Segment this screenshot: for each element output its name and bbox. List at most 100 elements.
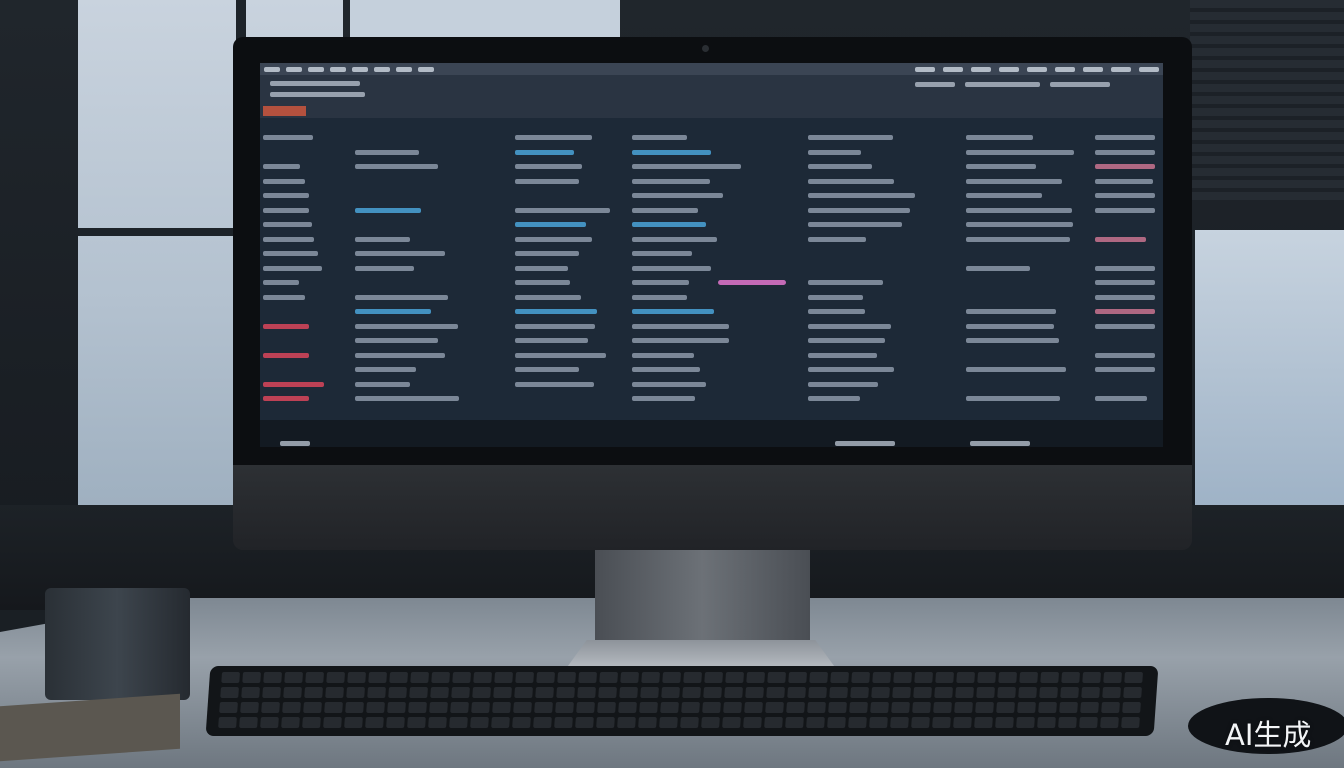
keyboard-key bbox=[219, 702, 238, 713]
screen-text-line bbox=[355, 338, 439, 343]
screen-text-line bbox=[808, 367, 894, 372]
keyboard-key bbox=[725, 672, 745, 683]
keyboard-key bbox=[554, 717, 573, 728]
screen-text-line bbox=[632, 338, 729, 343]
screen-text-line bbox=[808, 135, 894, 140]
keyboard-key bbox=[220, 687, 239, 698]
keyboard-key bbox=[577, 687, 596, 698]
keyboard-key bbox=[368, 672, 388, 683]
keyboard-key bbox=[535, 687, 554, 698]
keyboard-key bbox=[513, 702, 532, 713]
screen-text-line bbox=[966, 222, 1074, 227]
window-right bbox=[1195, 230, 1344, 510]
keyboard-key bbox=[599, 672, 619, 683]
screen-text-line bbox=[263, 381, 325, 387]
monitor-stand bbox=[595, 550, 810, 645]
keyboard-key bbox=[618, 702, 637, 713]
keyboard-key bbox=[848, 717, 867, 728]
keyboard-key bbox=[366, 702, 385, 713]
keyboard-key bbox=[851, 672, 871, 683]
screen-text-line bbox=[632, 236, 718, 242]
keyboard-key bbox=[597, 702, 616, 713]
keyboard-key bbox=[913, 687, 932, 698]
keyboard-key bbox=[1019, 672, 1039, 683]
keyboard-key bbox=[933, 702, 952, 713]
screen-text-line bbox=[632, 149, 712, 155]
window-blinds bbox=[1190, 0, 1344, 200]
screen-menu-item bbox=[1055, 67, 1075, 72]
screen-menu-item bbox=[971, 67, 991, 72]
keyboard-key bbox=[998, 672, 1018, 683]
keyboard-key bbox=[282, 702, 301, 713]
keyboard-key bbox=[240, 702, 259, 713]
screen-menu-item bbox=[915, 67, 935, 72]
keyboard-key bbox=[408, 702, 427, 713]
keyboard-key bbox=[493, 687, 512, 698]
keyboard-key bbox=[260, 717, 279, 728]
keyboard-key bbox=[974, 717, 993, 728]
screen-text-line bbox=[263, 222, 313, 227]
keyboard-key bbox=[828, 702, 847, 713]
screen-text-line bbox=[355, 251, 445, 256]
screen-text-line bbox=[280, 441, 310, 446]
keyboard-key bbox=[491, 717, 510, 728]
keyboard-key bbox=[386, 717, 405, 728]
keyboard-key bbox=[1017, 702, 1036, 713]
screen-menu-item bbox=[1111, 67, 1131, 72]
keyboard-key bbox=[996, 702, 1015, 713]
screen-badge bbox=[263, 106, 306, 116]
screen-text-line bbox=[1095, 193, 1155, 198]
keyboard-key bbox=[1061, 672, 1081, 683]
keyboard-key bbox=[326, 672, 346, 683]
window-upper bbox=[350, 0, 620, 40]
keyboard-key bbox=[388, 687, 407, 698]
keyboard-key bbox=[871, 687, 890, 698]
screen-menu-item bbox=[330, 67, 346, 72]
keyboard-key bbox=[221, 672, 241, 683]
keyboard-key bbox=[892, 687, 911, 698]
keyboard-key bbox=[515, 672, 535, 683]
keyboard-key bbox=[303, 702, 322, 713]
keyboard-key bbox=[1037, 717, 1056, 728]
keyboard-key bbox=[683, 672, 703, 683]
keyboard-key bbox=[365, 717, 384, 728]
screen-menu-item bbox=[1083, 67, 1103, 72]
keyboard-key bbox=[1079, 717, 1098, 728]
keyboard-key bbox=[767, 672, 787, 683]
screen-text-line bbox=[1095, 294, 1155, 300]
screen-text-line bbox=[263, 135, 313, 140]
keyboard-key bbox=[870, 702, 889, 713]
keyboard-key bbox=[431, 672, 451, 683]
screen-text-line bbox=[966, 323, 1055, 329]
screen-text-line bbox=[355, 352, 445, 358]
screen-text-line bbox=[808, 352, 877, 358]
keyboard-key bbox=[704, 672, 724, 683]
keyboard-key bbox=[788, 672, 808, 683]
monitor-screen bbox=[260, 63, 1163, 447]
keyboard-key bbox=[869, 717, 888, 728]
screen-text-line bbox=[355, 309, 432, 314]
keyboard-key bbox=[284, 672, 304, 683]
screen-text-line bbox=[355, 236, 411, 242]
screen-text-line bbox=[1095, 367, 1155, 372]
keyboard-key bbox=[324, 702, 343, 713]
screen-text-line bbox=[915, 82, 955, 87]
screen-text-line bbox=[263, 352, 310, 358]
keyboard-key bbox=[722, 717, 741, 728]
screen-text-line bbox=[632, 352, 694, 358]
keyboard-key bbox=[872, 672, 892, 683]
keyboard-key bbox=[1103, 672, 1123, 683]
screen-text-line bbox=[808, 164, 872, 169]
keyboard-key bbox=[682, 687, 701, 698]
screen-text-line bbox=[808, 207, 910, 213]
screen-text-line bbox=[263, 323, 310, 329]
keyboard-key bbox=[829, 687, 848, 698]
keyboard-key bbox=[407, 717, 426, 728]
screen-menu-bar bbox=[260, 63, 1163, 75]
screen-text-line bbox=[966, 367, 1066, 372]
keyboard-key bbox=[263, 672, 283, 683]
keyboard-key bbox=[955, 687, 974, 698]
keyboard-key bbox=[449, 717, 468, 728]
keyboard-key bbox=[494, 672, 514, 683]
screen-text-line bbox=[632, 381, 707, 387]
